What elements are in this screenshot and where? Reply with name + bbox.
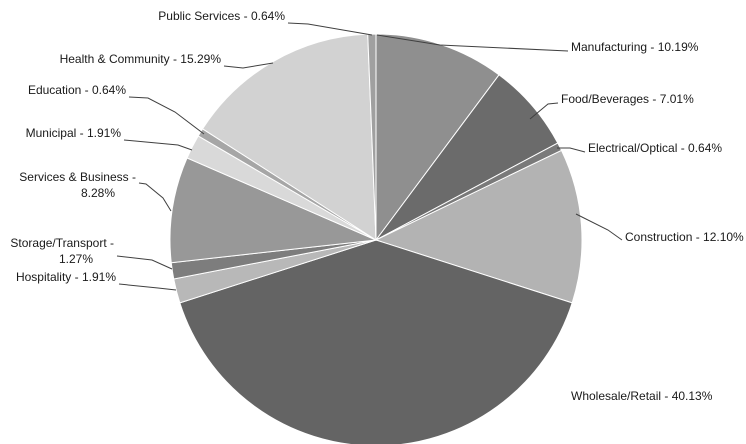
leader-line-public-services bbox=[287, 22, 373, 36]
leader-line-manufacturing bbox=[376, 34, 569, 52]
slice-labels: Manufacturing - 10.19% Food/Beverages - 7… bbox=[10, 9, 744, 403]
leader-line-municipal bbox=[123, 139, 193, 151]
pie-slice-health-community bbox=[201, 33, 377, 241]
slice-label-construction: Construction - 12.10% bbox=[625, 230, 744, 244]
leader-line-services-business bbox=[138, 182, 172, 212]
slice-label-wholesale-retail: Wholesale/Retail - 40.13% bbox=[571, 389, 713, 403]
pie-slices bbox=[169, 33, 583, 444]
slice-label-education: Education - 0.64% bbox=[28, 83, 126, 97]
pie-slice-construction bbox=[374, 149, 583, 304]
leader-line-education bbox=[128, 96, 205, 135]
leader-lines bbox=[116, 22, 623, 291]
leader-line-construction bbox=[575, 213, 623, 241]
leader-line-electrical-optical bbox=[557, 147, 586, 153]
leader-line-hospitality bbox=[118, 283, 177, 291]
leader-line-health-community bbox=[223, 62, 274, 69]
slice-label-food-beverages: Food/Beverages - 7.01% bbox=[561, 92, 694, 106]
leader-line-food-beverages bbox=[529, 102, 559, 120]
pie-slice-manufacturing bbox=[375, 33, 500, 242]
slice-label-storage-transport: Storage/Transport -1.27% bbox=[10, 236, 114, 266]
pie-slice-wholesale-retail bbox=[179, 239, 573, 444]
slice-label-health-community: Health & Community - 15.29% bbox=[60, 52, 222, 66]
slice-label-municipal: Municipal - 1.91% bbox=[26, 126, 122, 140]
slice-label-electrical-optical: Electrical/Optical - 0.64% bbox=[588, 141, 722, 155]
slice-label-manufacturing: Manufacturing - 10.19% bbox=[571, 40, 699, 54]
slice-label-hospitality: Hospitality - 1.91% bbox=[16, 270, 116, 284]
slice-label-public-services: Public Services - 0.64% bbox=[158, 9, 285, 23]
leader-line-storage-transport bbox=[116, 255, 173, 270]
pie-slice-services-business bbox=[169, 157, 378, 264]
slice-label-services-business: Services & Business -8.28% bbox=[19, 170, 136, 200]
